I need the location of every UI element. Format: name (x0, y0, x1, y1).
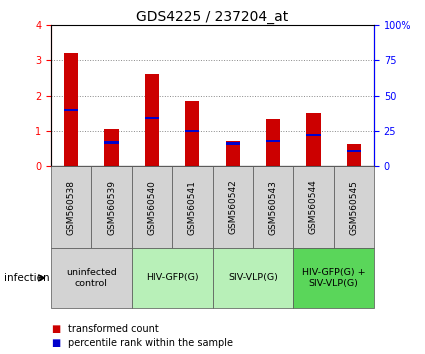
Text: GSM560545: GSM560545 (349, 179, 358, 235)
Bar (132, 166, 172, 248)
Bar (172, 166, 212, 248)
Bar (105, 141, 119, 143)
Bar (145, 117, 159, 119)
Text: infection: infection (4, 273, 50, 283)
Bar (145, 74, 159, 166)
Bar (51, 248, 132, 308)
Text: GSM560541: GSM560541 (188, 179, 197, 235)
Bar (306, 113, 320, 166)
Text: SIV-VLP(G): SIV-VLP(G) (228, 273, 278, 282)
Bar (266, 139, 280, 142)
Bar (64, 53, 78, 166)
Bar (266, 119, 280, 166)
Text: HIV-GFP(G) +
SIV-VLP(G): HIV-GFP(G) + SIV-VLP(G) (302, 268, 366, 287)
Text: transformed count: transformed count (68, 324, 159, 334)
Bar (212, 248, 293, 308)
Bar (105, 129, 119, 166)
Bar (212, 166, 253, 248)
Bar (51, 166, 91, 248)
Bar (347, 149, 361, 152)
Bar (293, 248, 374, 308)
Bar (306, 134, 320, 136)
Bar (185, 101, 199, 166)
Text: GSM560539: GSM560539 (107, 179, 116, 235)
Bar (293, 166, 334, 248)
Text: GSM560543: GSM560543 (269, 179, 278, 235)
Text: GSM560538: GSM560538 (67, 179, 76, 235)
Text: GSM560544: GSM560544 (309, 180, 318, 234)
Bar (253, 166, 293, 248)
Bar (226, 141, 240, 166)
Text: uninfected
control: uninfected control (66, 268, 117, 287)
Text: percentile rank within the sample: percentile rank within the sample (68, 338, 233, 348)
Bar (334, 166, 374, 248)
Title: GDS4225 / 237204_at: GDS4225 / 237204_at (136, 10, 289, 24)
Text: ■: ■ (51, 324, 60, 334)
Bar (91, 166, 132, 248)
Text: HIV-GFP(G): HIV-GFP(G) (146, 273, 198, 282)
Bar (185, 130, 199, 132)
Bar (132, 248, 212, 308)
Bar (226, 142, 240, 145)
Text: GSM560542: GSM560542 (228, 180, 237, 234)
Bar (347, 144, 361, 166)
Bar (64, 108, 78, 111)
Text: ■: ■ (51, 338, 60, 348)
Text: GSM560540: GSM560540 (147, 179, 156, 235)
